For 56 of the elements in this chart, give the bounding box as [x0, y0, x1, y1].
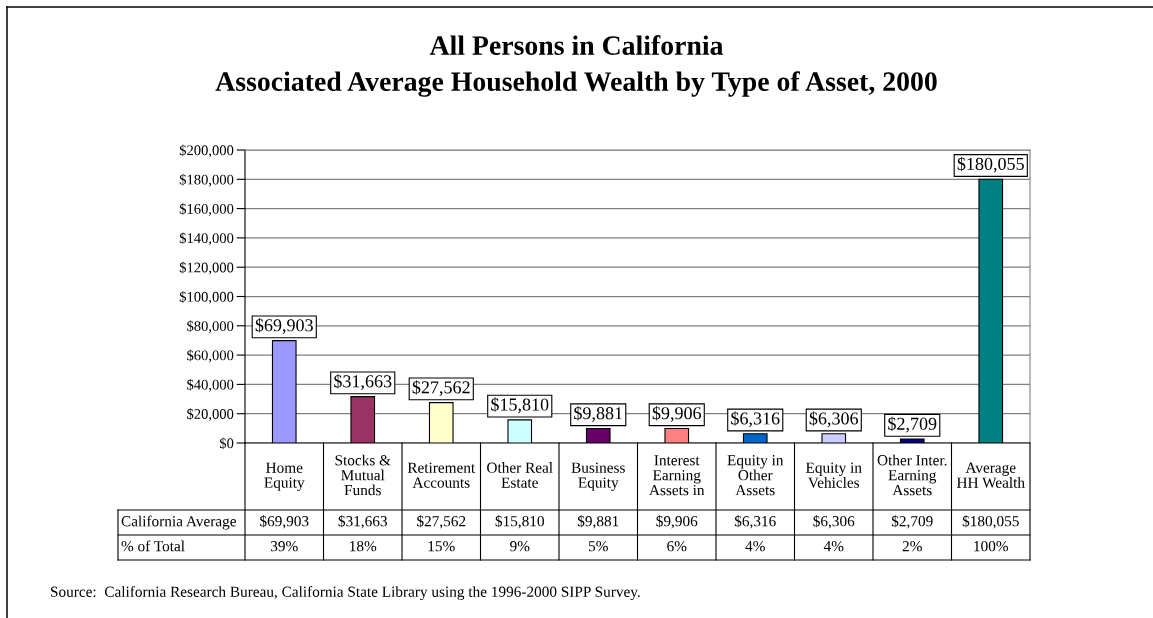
data-label: $180,055 [962, 515, 1019, 529]
text: $6,306 [809, 411, 859, 428]
data-label: $69,903 [260, 515, 309, 529]
data-label: $6,316 [734, 515, 776, 529]
data-label: $15,810 [495, 515, 544, 529]
y-tick-label: $0 [219, 437, 234, 450]
data-label: $27,562 [417, 515, 466, 529]
x-tick-label: Stocks & Mutual Funds [335, 454, 391, 496]
text: $9,906 [652, 406, 702, 422]
data-label: $31,663 [338, 515, 387, 529]
text: 15% [428, 541, 455, 552]
text: 39% [270, 541, 298, 552]
text: 2% [902, 541, 922, 552]
text: $27,562 [412, 380, 470, 396]
y-tick-label: $160,000 [179, 203, 234, 216]
y-tick-label: $140,000 [179, 232, 234, 246]
source-note: Source: California Research Bureau, California State Library using the 1996-2000 SIPP Survey. [51, 585, 640, 601]
y-tick-label: $180,000 [179, 173, 234, 187]
text: $6,316 [731, 411, 780, 428]
x-tick-label: Equity in Vehicles [805, 462, 862, 488]
y-tick-label: $40,000 [187, 378, 234, 392]
text: $2,709 [888, 416, 937, 433]
text: 18% [350, 541, 377, 552]
text: 9% [510, 541, 530, 552]
x-tick-label: Other Real Estate [487, 462, 553, 488]
x-tick-label: Business Equity [571, 462, 625, 491]
text: $31,663 [334, 374, 392, 390]
text: 6% [667, 541, 687, 552]
y-tick-label: $100,000 [179, 291, 234, 304]
x-tick-label: Average HH Wealth [956, 462, 1025, 488]
text: 4% [823, 541, 844, 552]
text: $69,903 [255, 318, 313, 334]
text: $180,055 [957, 156, 1024, 173]
text: % of Total [121, 540, 185, 552]
text: $15,810 [491, 397, 549, 414]
x-tick-label: Other Inter. Earning Assets [877, 454, 947, 496]
chart-subtitle: Associated Average Household Wealth by Type of Asset, 2000 [215, 71, 937, 97]
data-label: $9,881 [577, 515, 619, 529]
data-label: $6,306 [813, 515, 855, 529]
x-tick-label: Retirement Accounts [407, 462, 476, 488]
chart-title: All Persons in California [429, 35, 724, 55]
y-tick-label: $200,000 [179, 144, 234, 158]
x-tick-label: Home Equity [264, 462, 305, 491]
y-tick-label: $80,000 [187, 320, 234, 334]
x-tick-label: Interest Earning Assets in [649, 455, 705, 496]
data-label: $9,906 [656, 515, 698, 529]
text: California Average [121, 515, 236, 530]
text: 100% [974, 541, 1009, 552]
text: 5% [588, 541, 608, 552]
text: 4% [745, 541, 765, 552]
text: $9,881 [574, 406, 622, 422]
x-tick-label: Equity in Other Assets [727, 455, 784, 496]
y-tick-label: $20,000 [187, 408, 234, 421]
y-tick-label: $120,000 [179, 261, 234, 275]
data-label: $2,709 [891, 515, 933, 529]
y-tick-label: $60,000 [187, 349, 234, 363]
